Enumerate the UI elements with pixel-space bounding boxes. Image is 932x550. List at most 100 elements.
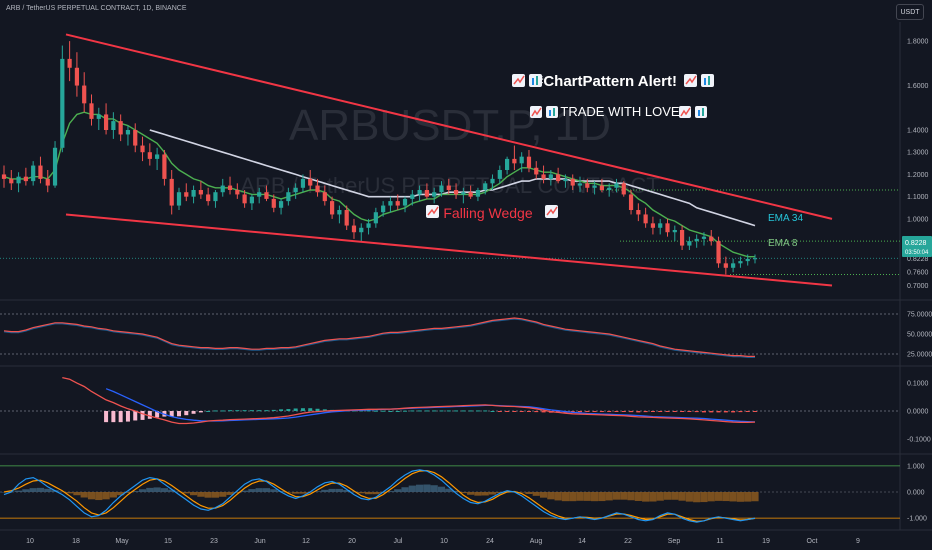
- macd-histogram-bar: [570, 411, 575, 413]
- macd-histogram-bar: [191, 411, 196, 414]
- macd-histogram-bar: [133, 411, 138, 421]
- candle-body: [585, 183, 590, 188]
- macd-histogram-bar: [745, 411, 750, 412]
- candle-body: [52, 147, 58, 186]
- candle-body: [388, 201, 393, 206]
- candle-body: [191, 190, 196, 197]
- ema8-layer: [3, 111, 755, 258]
- time-tick-label: 22: [624, 538, 632, 545]
- candle-body: [745, 258, 750, 262]
- candle-body: [140, 145, 145, 153]
- candle-body: [504, 158, 510, 170]
- osc-area-bar: [481, 492, 489, 496]
- price-badge: 0.8228 03:50:04: [902, 236, 932, 257]
- macd-histogram-bar: [665, 411, 670, 412]
- macd-histogram-bar: [512, 411, 517, 412]
- time-tick-label: 10: [440, 538, 448, 545]
- osc-area-bar: [496, 492, 504, 494]
- osc-area-bar: [663, 492, 672, 500]
- osc-area-bar: [554, 492, 562, 501]
- macd-histogram-bar: [373, 410, 378, 412]
- macd-histogram-bar: [381, 410, 386, 412]
- trade-annotation: TRADE WITH LOVE: [560, 104, 680, 119]
- osc-area-bar: [0, 492, 8, 493]
- candle-body: [133, 130, 138, 146]
- macd-histogram-bar: [599, 411, 604, 412]
- macd-histogram-bar: [235, 410, 240, 412]
- candle-body: [548, 174, 553, 179]
- price-tick-label: 1.8000: [907, 39, 929, 46]
- macd-tick-label: -0.1000: [907, 436, 931, 443]
- macd-histogram-bar: [505, 411, 510, 412]
- candle-body: [497, 170, 502, 179]
- currency-button[interactable]: USDT: [896, 4, 924, 20]
- candle-body: [534, 167, 539, 175]
- time-tick-label: 20: [348, 538, 356, 545]
- candle-body: [453, 190, 459, 195]
- price-tick-label: 1.1000: [907, 194, 929, 201]
- osc-area-bar: [656, 492, 664, 501]
- macd-histogram-bar: [118, 411, 123, 423]
- osc-tick-label: 1.000: [907, 463, 925, 470]
- macd-histogram-bar: [578, 411, 583, 413]
- macd-histogram-bar: [293, 408, 298, 411]
- macd-histogram-bar: [300, 408, 305, 411]
- osc-area-bar: [211, 492, 220, 498]
- candle-body: [512, 158, 517, 164]
- osc-area-bar: [58, 491, 66, 493]
- macd-histogram-bar: [169, 411, 174, 417]
- time-tick-label: 12: [302, 538, 310, 545]
- macd-histogram-bar: [680, 411, 685, 412]
- osc-area-bar: [547, 492, 555, 500]
- osc-area-bar: [328, 488, 336, 492]
- osc-area-bar: [583, 492, 591, 501]
- macd-histogram-bar: [592, 411, 597, 412]
- candle-body: [490, 178, 495, 184]
- osc-area-bar: [66, 492, 74, 494]
- osc-area-bar: [109, 492, 117, 498]
- osc-area-bar: [182, 492, 190, 494]
- time-tick-label: 11: [716, 538, 723, 545]
- candle-body: [38, 165, 43, 179]
- pattern-annotation: Falling Wedge: [443, 205, 532, 221]
- osc-area-bar: [226, 492, 234, 495]
- osc-area-bar: [394, 489, 402, 492]
- price-tick-label: 1.4000: [907, 128, 929, 135]
- osc-area-bar: [685, 492, 693, 502]
- candle-body: [694, 238, 699, 242]
- macd-panel: 0.1000 0.0000 -0.1000: [0, 376, 931, 443]
- osc-area-bar: [649, 492, 657, 502]
- macd-histogram-bar: [125, 411, 130, 422]
- candle-body: [300, 178, 306, 188]
- candle-body: [592, 185, 597, 188]
- candle-body: [315, 185, 320, 193]
- osc-area-bar: [262, 488, 271, 492]
- macd-histogram-bar: [257, 410, 262, 412]
- macd-histogram-bar: [206, 411, 211, 412]
- candle-body: [206, 194, 211, 202]
- candle-body: [344, 210, 349, 226]
- time-tick-label: 10: [26, 538, 34, 545]
- symbol-title: ARB / TetherUS PERPETUAL CONTRACT, 1D, B…: [6, 5, 187, 12]
- time-tick-label: Aug: [530, 538, 543, 545]
- candle-body: [322, 192, 327, 202]
- candle-body: [468, 192, 473, 197]
- candle-body: [176, 192, 182, 206]
- candle-body: [271, 198, 276, 208]
- osc-area-bar: [423, 484, 431, 492]
- candle-body: [475, 190, 481, 197]
- osc-area-bar: [189, 492, 198, 496]
- candle-body: [381, 205, 386, 213]
- time-tick-label: 23: [210, 538, 218, 545]
- macd-histogram-bar: [439, 410, 444, 412]
- macd-histogram-bar: [534, 411, 539, 413]
- osc-area-bar: [343, 489, 351, 492]
- candle-body: [16, 176, 21, 184]
- osc-area-bar: [598, 492, 606, 502]
- candle-body: [628, 194, 634, 210]
- time-tick-label: 15: [164, 538, 172, 545]
- candle-body: [220, 185, 225, 193]
- candle-body: [23, 176, 28, 182]
- candle-body: [198, 190, 203, 195]
